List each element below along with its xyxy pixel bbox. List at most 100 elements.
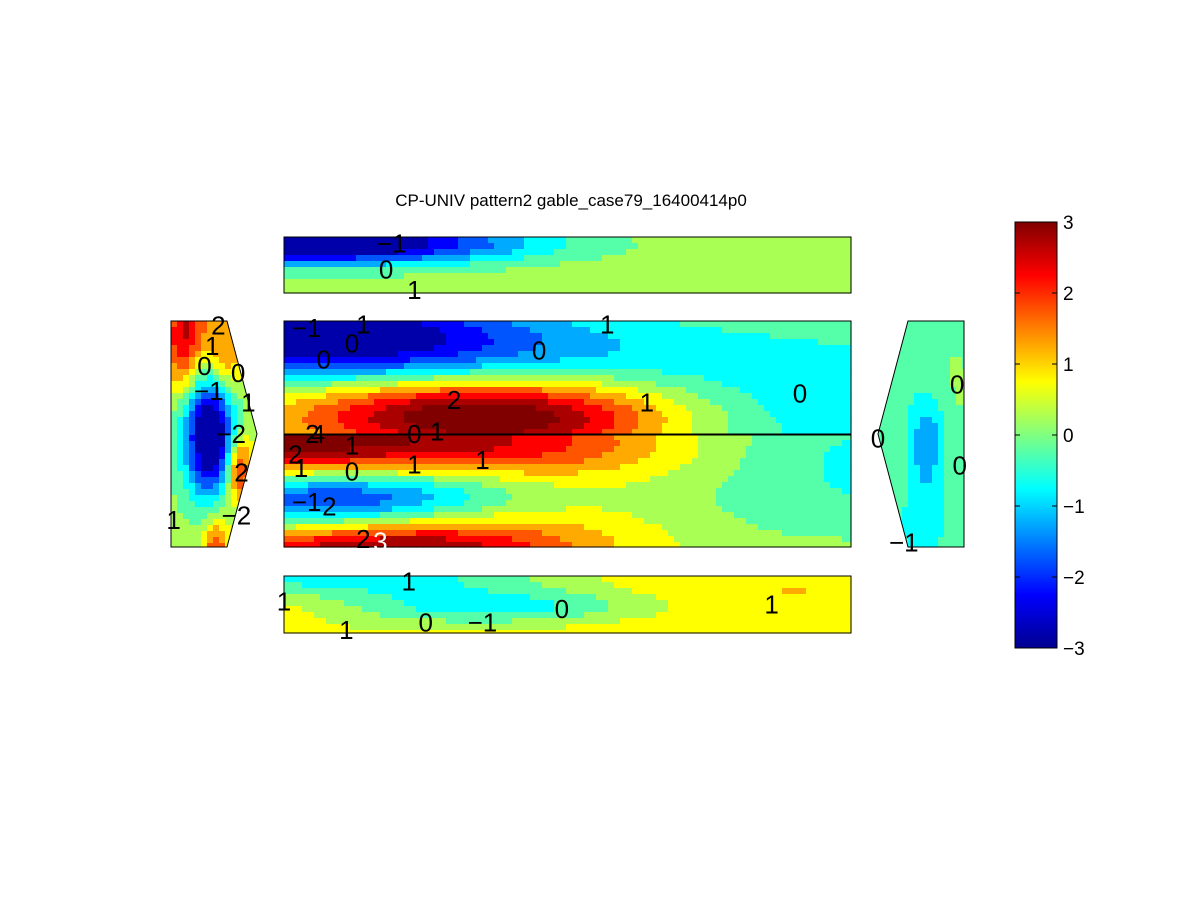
heat-cell — [350, 536, 357, 543]
heat-cell — [764, 417, 771, 424]
heat-cell — [746, 321, 753, 328]
heat-cell — [356, 606, 363, 613]
heat-cell — [476, 458, 483, 465]
heat-cell — [830, 488, 837, 495]
heat-cell — [518, 279, 525, 286]
heat-cell — [500, 429, 507, 435]
heat-cell — [308, 542, 315, 548]
heat-cell — [488, 291, 495, 294]
heat-cell — [428, 387, 435, 394]
heat-cell — [308, 630, 315, 634]
heat-cell — [806, 524, 813, 531]
heat-cell — [494, 446, 501, 453]
heat-cell — [704, 261, 711, 268]
heat-cell — [710, 440, 717, 447]
heat-cell — [662, 357, 669, 364]
heat-cell — [632, 339, 639, 346]
heat-cell — [590, 327, 597, 334]
heat-cell — [530, 536, 537, 543]
heat-cell — [440, 470, 447, 477]
heat-cell — [362, 363, 369, 370]
heat-cell — [794, 429, 801, 435]
heat-cell — [368, 588, 375, 595]
heat-cell — [818, 506, 825, 513]
heat-cell — [572, 267, 579, 274]
heat-cell — [512, 363, 519, 370]
heat-cell — [698, 464, 705, 471]
heat-cell — [458, 536, 465, 543]
heat-cell — [284, 576, 291, 583]
heat-cell — [320, 612, 327, 619]
heat-cell — [302, 606, 309, 613]
heat-cell — [758, 417, 765, 424]
heat-cell — [776, 524, 783, 531]
heat-cell — [416, 488, 423, 495]
heat-cell — [398, 267, 405, 274]
heat-cell — [464, 387, 471, 394]
heat-cell — [404, 618, 411, 625]
heat-cell — [392, 594, 399, 601]
heat-cell — [356, 429, 363, 435]
heat-cell — [824, 440, 831, 447]
heat-cell — [704, 542, 711, 548]
heat-cell — [464, 512, 471, 519]
heat-cell — [410, 600, 417, 607]
heat-cell — [620, 530, 627, 537]
heat-cell — [410, 399, 417, 406]
heat-cell — [800, 500, 807, 507]
heat-cell — [554, 375, 561, 382]
heat-cell — [536, 273, 543, 280]
heat-cell — [500, 630, 507, 634]
heat-cell — [680, 333, 687, 340]
heat-cell — [518, 339, 525, 346]
heat-cell — [494, 582, 501, 589]
heat-cell — [512, 452, 519, 459]
heat-cell — [560, 452, 567, 459]
heat-cell — [566, 363, 573, 370]
heat-cell — [638, 369, 645, 376]
heat-cell — [296, 363, 303, 370]
heat-cell — [596, 261, 603, 268]
heat-cell — [728, 440, 735, 447]
heat-cell — [752, 237, 759, 244]
heat-cell — [584, 357, 591, 364]
heat-cell — [686, 452, 693, 459]
heat-cell — [410, 327, 417, 334]
heat-cell — [404, 630, 411, 634]
heat-cell — [500, 363, 507, 370]
heat-cell — [554, 357, 561, 364]
heat-cell — [584, 536, 591, 543]
heat-cell — [692, 339, 699, 346]
heat-cell — [824, 405, 831, 412]
heat-cell — [350, 285, 357, 292]
heat-cell — [488, 381, 495, 388]
heat-cell — [830, 243, 837, 250]
heat-cell — [572, 452, 579, 459]
heat-cell — [842, 261, 849, 268]
heat-cell — [482, 351, 489, 358]
heat-cell — [728, 429, 735, 435]
heat-cell — [536, 237, 543, 244]
heat-cell — [446, 381, 453, 388]
heat-cell — [476, 512, 483, 519]
heat-cell — [842, 321, 849, 328]
heat-cell — [446, 458, 453, 465]
heat-cell — [674, 327, 681, 334]
heat-cell — [500, 518, 507, 525]
heat-cell — [392, 369, 399, 376]
heat-cell — [572, 345, 579, 352]
heat-cell — [602, 434, 609, 441]
heat-cell — [452, 630, 459, 634]
heat-cell — [290, 285, 297, 292]
heat-cell — [674, 351, 681, 358]
heat-cell — [698, 351, 705, 358]
heat-cell — [302, 405, 309, 412]
heat-cell — [566, 411, 573, 418]
heat-cell — [578, 458, 585, 465]
heat-cell — [746, 387, 753, 394]
heat-cell — [560, 512, 567, 519]
heat-cell — [398, 606, 405, 613]
heat-cell — [488, 243, 495, 250]
heat-cell — [368, 488, 375, 495]
